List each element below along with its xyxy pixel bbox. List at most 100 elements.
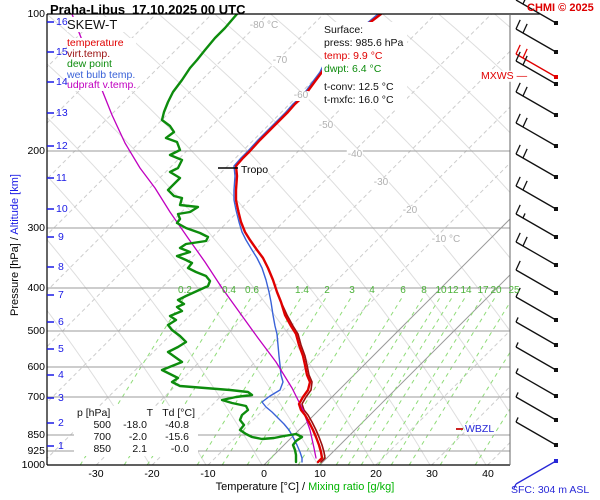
temperature-tick: 10 <box>314 467 326 480</box>
mixing-ratio-label: 0.4 <box>222 285 236 296</box>
table-header: T <box>146 407 153 419</box>
level-table: p [hPa] T Td [°C] 500 -18.0 -40.8 700 -2.0 -15.… <box>74 406 198 456</box>
wind-barb <box>515 82 558 117</box>
altitude-tick: 2 <box>58 416 64 429</box>
pressure-tick: 850 <box>27 428 45 441</box>
temperature-tick: -20 <box>144 467 160 480</box>
altitude-tick: 14 <box>56 75 68 88</box>
temperature-tick: 0 <box>261 467 267 480</box>
isotherm-label: -30 <box>372 177 390 188</box>
temperature-tick: 20 <box>370 467 382 480</box>
mixing-ratio-label: 14 <box>460 285 472 296</box>
wind-barb <box>515 0 558 25</box>
legend-title: SKEW-T <box>67 17 137 32</box>
altitude-tick: 10 <box>56 202 68 215</box>
table-cell: -40.8 <box>165 419 189 431</box>
y-axis-title-pressure: Pressure [hPa] <box>9 243 21 316</box>
pressure-tick: 300 <box>27 221 45 234</box>
surface-press: press: 985.6 hPa <box>324 37 404 49</box>
altitude-tick: 15 <box>56 45 68 58</box>
pressure-tick: 1000 <box>21 458 45 471</box>
surface-temp: temp: 9.9 °C <box>324 50 383 62</box>
surface-panel-title: Surface: <box>324 24 364 36</box>
x-axis-title: Temperature [°C] / Mixing ratio [g/kg] <box>215 481 395 493</box>
altitude-tick: 13 <box>56 106 68 119</box>
wind-barb <box>515 176 558 211</box>
x-axis-title-temperature: Temperature [°C] <box>215 481 299 493</box>
wind-barb <box>515 417 558 447</box>
table-row: 500 -18.0 -40.8 <box>77 419 195 431</box>
temperature-tick: 40 <box>482 467 494 480</box>
mixing-ratio-label: 4 <box>369 285 375 296</box>
altitude-tick: 5 <box>58 342 64 355</box>
table-cell: 2.1 <box>132 443 147 455</box>
y-axis-title-altitude: Altitude [km] <box>9 174 21 235</box>
y-axis-title: Pressure [hPa] / Altitude [km] <box>9 174 21 316</box>
station-title: Praha-Libus <box>50 2 126 17</box>
x-axis-title-mixing: Mixing ratio [g/kg] <box>308 481 395 493</box>
mixing-ratio-label: 3 <box>349 285 355 296</box>
mixing-ratio-label: 20 <box>490 285 502 296</box>
altitude-tick: 3 <box>58 391 64 404</box>
copyright-label: CHMI © 2025 <box>527 2 594 14</box>
table-cell: -15.6 <box>165 431 189 443</box>
surface-tmxfc: t-mxfc: 16.0 °C <box>324 94 394 106</box>
mixing-ratio-label: 0.6 <box>245 285 259 296</box>
altitude-tick: 8 <box>58 260 64 273</box>
mxws-label: MXWS — <box>481 69 528 82</box>
wind-barb <box>515 51 558 86</box>
altitude-tick: 7 <box>58 288 64 301</box>
pressure-tick: 600 <box>27 360 45 373</box>
altitude-tick: 4 <box>58 368 64 381</box>
wet-bulb-curve <box>233 14 379 463</box>
mixing-ratio-label: 2 <box>324 285 330 296</box>
legend: SKEW-T temperature virt.temp. dew point wet… <box>67 17 137 91</box>
isotherm-label: -40 <box>346 149 364 160</box>
table-row: 700 -2.0 -15.6 <box>77 431 195 443</box>
pressure-tick: 400 <box>27 281 45 294</box>
pressure-tick: 100 <box>27 7 45 20</box>
isotherm-label: -60 <box>292 90 310 101</box>
isotherm-label: -50 <box>317 120 335 131</box>
mixing-ratio-label: 6 <box>400 285 406 296</box>
sfc-elevation-label: SFC: 304 m ASL <box>511 483 590 496</box>
surface-dwpt: dwpt: 6.4 °C <box>324 63 382 75</box>
isotherm-label: -20 <box>401 205 419 216</box>
altitude-tick: 6 <box>58 315 64 328</box>
mixing-ratio-label: 1.4 <box>295 285 309 296</box>
wind-barb <box>515 19 558 54</box>
isotherm-label: -10 °C <box>430 234 462 245</box>
legend-item-udpraft-v-temp-: udpraft v.temp. <box>67 79 137 91</box>
pressure-tick: 500 <box>27 324 45 337</box>
wind-barb <box>515 368 558 398</box>
table-cell: 700 <box>93 431 111 443</box>
surface-panel: Surface: press: 985.6 hPa temp: 9.9 °C d… <box>322 22 408 109</box>
mixing-ratio-label: 25 <box>508 285 520 296</box>
pressure-tick: 925 <box>27 444 45 457</box>
wbzl-label: WBZL <box>465 422 495 435</box>
table-cell: 500 <box>93 419 111 431</box>
wind-barb <box>515 144 558 179</box>
table-cell: 850 <box>93 443 111 455</box>
table-cell: -18.0 <box>123 419 147 431</box>
wind-barb <box>515 342 558 372</box>
legend-item-virt-temp-: virt.temp. <box>67 48 137 59</box>
altitude-tick: 9 <box>58 230 64 243</box>
plot-area <box>47 14 510 465</box>
surface-tconv: t-conv: 12.5 °C <box>324 81 394 93</box>
pressure-tick: 200 <box>27 144 45 157</box>
tropopause-label: Tropo <box>241 163 269 176</box>
datetime-title: 17.10.2025 00 UTC <box>132 2 246 17</box>
legend-item-dew-point: dew point <box>67 59 137 70</box>
altitude-tick: 12 <box>56 139 68 152</box>
isotherm-label: -70 <box>271 55 289 66</box>
table-cell: -0.0 <box>170 443 189 455</box>
temperature-curve <box>234 14 383 464</box>
table-row: 850 2.1 -0.0 <box>77 443 195 455</box>
altitude-tick: 1 <box>58 439 64 452</box>
isotherm-label: -80 °C <box>248 20 280 31</box>
table-header: Td [°C] <box>162 407 195 419</box>
pressure-tick: 700 <box>27 390 45 403</box>
wind-barb <box>513 459 558 489</box>
